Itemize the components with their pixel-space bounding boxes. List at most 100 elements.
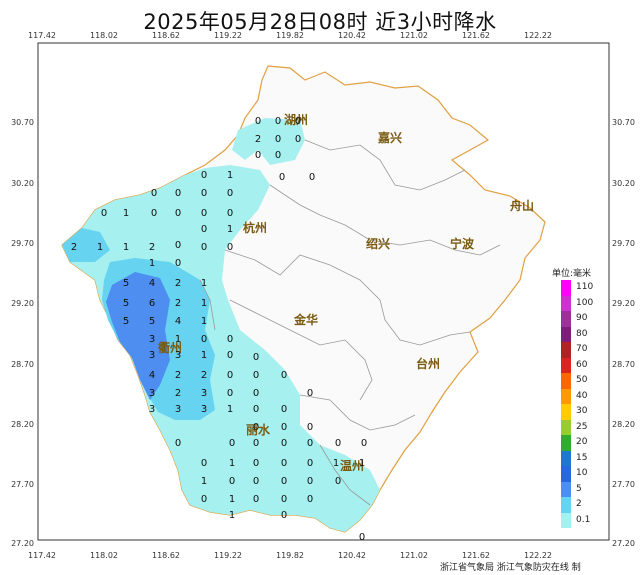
- station-value: 0: [275, 134, 281, 145]
- station-value: 1: [201, 278, 207, 289]
- station-value: 0: [253, 494, 259, 505]
- city-label-hangzhou: 杭州: [243, 220, 267, 235]
- x-ticks-bottom: 117.42 118.02 118.62 119.22 119.82 120.42 121.…: [28, 551, 552, 560]
- station-value: 2: [255, 134, 261, 145]
- legend-swatch: [561, 404, 571, 420]
- city-label-lishui: 丽水: [246, 422, 271, 437]
- station-value: 1: [201, 316, 207, 327]
- station-value: 1: [149, 258, 155, 269]
- station-value: 1: [227, 170, 233, 181]
- legend-label: 70: [576, 344, 588, 354]
- station-value: 3: [149, 388, 155, 399]
- city-label-taizhou: 台州: [416, 356, 440, 371]
- station-value: 2: [175, 370, 181, 381]
- legend-swatch: [561, 373, 571, 389]
- y-tick-label-right: 27.70: [612, 480, 635, 489]
- station-value: 0: [201, 458, 207, 469]
- station-value: 0: [281, 510, 287, 521]
- station-value: 0: [307, 458, 313, 469]
- x-tick-label-bottom: 117.42: [28, 551, 56, 560]
- station-value: 0: [175, 188, 181, 199]
- station-value: 2: [149, 242, 155, 253]
- x-tick-label-top: 120.42: [338, 31, 366, 40]
- station-value: 1: [227, 224, 233, 235]
- station-value: 0: [307, 438, 313, 449]
- y-tick-label-left: 30.20: [11, 179, 34, 188]
- station-value: 0: [151, 208, 157, 219]
- y-tick-label-left: 30.70: [11, 118, 34, 127]
- station-value: 0: [227, 350, 233, 361]
- station-value: 0: [281, 422, 287, 433]
- legend-label: 15: [576, 452, 588, 463]
- x-tick-label-bottom: 121.02: [400, 551, 428, 560]
- station-value: 1: [359, 458, 365, 469]
- x-tick-label-bottom: 119.82: [276, 551, 304, 560]
- legend-swatch: [561, 326, 571, 342]
- station-value: 0: [227, 388, 233, 399]
- legend-label: 90: [576, 313, 588, 323]
- station-value: 5: [123, 278, 129, 289]
- credit-text: 浙江省气象局 浙江气象防灾在线 制: [440, 563, 581, 573]
- station-value: 0: [281, 494, 287, 505]
- station-value: 0: [281, 438, 287, 449]
- station-value: 0: [229, 476, 235, 487]
- station-value: 0: [281, 370, 287, 381]
- x-tick-label-top: 121.62: [462, 31, 490, 40]
- station-value: 0: [227, 188, 233, 199]
- legend-swatch: [561, 357, 571, 373]
- city-label-huzhou: 湖州: [284, 112, 308, 127]
- y-tick-label-right: 30.70: [612, 118, 635, 127]
- station-value: 1: [227, 404, 233, 415]
- legend-swatch: [561, 311, 571, 327]
- legend-label: 60: [576, 359, 588, 370]
- station-value: 0: [281, 476, 287, 487]
- x-tick-label-top: 122.22: [524, 31, 552, 40]
- legend-label: 20: [576, 437, 588, 447]
- station-value: 0: [151, 188, 157, 199]
- rain-area-heavy: [106, 272, 170, 400]
- x-tick-label-top: 118.02: [90, 31, 118, 40]
- x-tick-label-top: 117.42: [28, 31, 56, 40]
- legend-label: 0.1: [576, 514, 591, 525]
- station-value: 0: [175, 208, 181, 219]
- station-value: 0: [279, 172, 285, 183]
- station-value: 0: [253, 404, 259, 415]
- station-value: 0: [201, 242, 207, 253]
- x-tick-label-bottom: 122.22: [524, 551, 552, 560]
- station-value: 0: [359, 532, 365, 543]
- legend-label: 5: [576, 483, 582, 494]
- legend-label: 100: [576, 297, 594, 308]
- station-value: 0: [201, 224, 207, 235]
- legend-swatch: [561, 280, 571, 296]
- y-tick-label-right: 29.70: [612, 239, 635, 248]
- x-tick-label-bottom: 121.62: [462, 551, 490, 560]
- legend-swatch: [561, 466, 571, 482]
- station-value: 0: [253, 352, 259, 363]
- station-value: 1: [229, 510, 235, 521]
- x-tick-label-top: 121.02: [400, 31, 428, 40]
- city-label-shaoxing: 绍兴: [366, 236, 390, 251]
- legend-swatch: [561, 481, 571, 497]
- legend-label: 110: [576, 282, 594, 292]
- legend-swatch: [561, 388, 571, 404]
- y-ticks-right: 30.70 30.20 29.70 29.20 28.70 28.20 27.70 27.20: [612, 118, 635, 548]
- city-label-zhoushan: 舟山: [510, 198, 534, 213]
- station-value: 0: [201, 170, 207, 181]
- y-tick-label-right: 28.20: [612, 420, 635, 429]
- station-value: 1: [175, 334, 181, 345]
- station-value: 1: [123, 242, 129, 253]
- station-value: 1: [123, 208, 129, 219]
- city-label-jiaxing: 嘉兴: [377, 130, 402, 145]
- station-value: 3: [201, 404, 207, 415]
- station-value: 0: [227, 242, 233, 253]
- y-tick-label-left: 27.20: [11, 539, 34, 548]
- station-value: 5: [149, 316, 155, 327]
- station-value: 0: [253, 476, 259, 487]
- x-tick-label-top: 118.62: [152, 31, 180, 40]
- city-label-wenzhou: 温州: [340, 459, 364, 473]
- station-value: 0: [335, 438, 341, 449]
- legend-swatch: [561, 435, 571, 451]
- y-ticks-left: 30.70 30.20 29.70 29.20 28.70 28.20 27.70 27.20: [11, 118, 34, 548]
- station-value: 0: [253, 438, 259, 449]
